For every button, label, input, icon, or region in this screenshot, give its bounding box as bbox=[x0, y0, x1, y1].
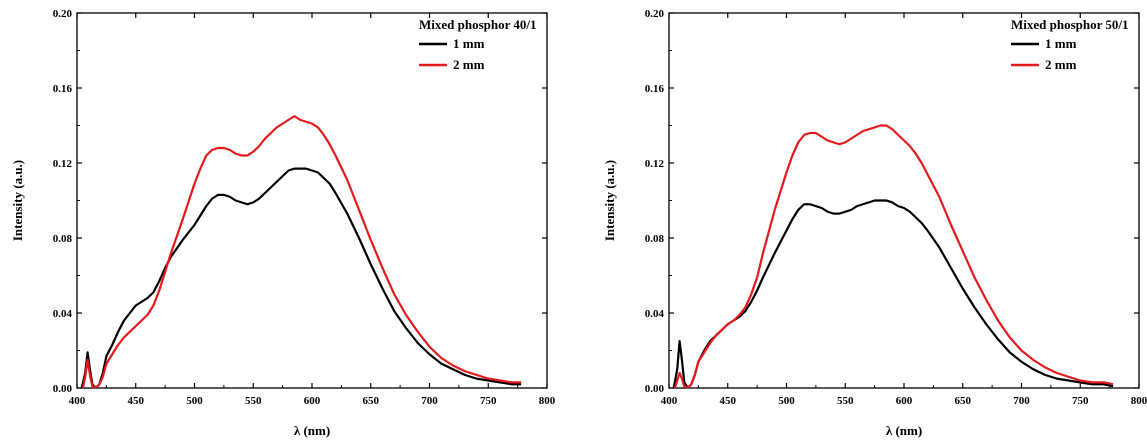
x-tick-label: 550 bbox=[245, 395, 262, 407]
x-tick-label: 800 bbox=[539, 395, 556, 407]
y-tick-label: 0.00 bbox=[53, 383, 73, 395]
y-tick-label: 0.04 bbox=[53, 308, 73, 320]
y-tick-label: 0.04 bbox=[645, 308, 665, 320]
series-line-2-mm bbox=[673, 124, 1114, 388]
x-tick-label: 750 bbox=[480, 395, 497, 407]
y-tick-label: 0.20 bbox=[53, 8, 73, 20]
x-tick-label: 400 bbox=[661, 395, 678, 407]
x-tick-label: 600 bbox=[896, 395, 913, 407]
x-tick-label: 450 bbox=[128, 395, 145, 407]
legend-label: 2 mm bbox=[1045, 57, 1077, 72]
y-tick-label: 0.12 bbox=[53, 158, 73, 170]
x-tick-label: 800 bbox=[1131, 395, 1147, 407]
y-tick-label: 0.08 bbox=[53, 233, 73, 245]
x-tick-label: 700 bbox=[421, 395, 438, 407]
chart-right: 400 450 500 550 600 650 700 750 800 0.00 0.04 0.08 0… bbox=[602, 8, 1147, 438]
y-tick-label: 0.20 bbox=[645, 8, 665, 20]
x-tick-label: 600 bbox=[304, 395, 321, 407]
y-tick-label: 0.16 bbox=[645, 83, 665, 95]
y-axis-title: Intensity (a.u.) bbox=[602, 160, 617, 241]
x-tick-label: 500 bbox=[186, 395, 203, 407]
x-tick-label: 400 bbox=[69, 395, 86, 407]
y-tick-label: 0.00 bbox=[645, 383, 665, 395]
series-line-1-mm bbox=[80, 167, 522, 388]
legend-label: 2 mm bbox=[453, 57, 485, 72]
x-axis-title: λ (nm) bbox=[886, 423, 922, 438]
x-tick-label: 500 bbox=[778, 395, 795, 407]
x-tick-label: 700 bbox=[1013, 395, 1030, 407]
x-tick-label: 550 bbox=[837, 395, 854, 407]
x-tick-label: 750 bbox=[1072, 395, 1089, 407]
series-line-2-mm bbox=[81, 115, 522, 388]
legend-label: 1 mm bbox=[453, 36, 485, 51]
y-tick-label: 0.12 bbox=[645, 158, 665, 170]
x-tick-label: 650 bbox=[363, 395, 380, 407]
y-tick-label: 0.16 bbox=[53, 83, 73, 95]
x-axis-title: λ (nm) bbox=[294, 423, 330, 438]
legend-label: 1 mm bbox=[1045, 36, 1077, 51]
y-axis-title: Intensity (a.u.) bbox=[10, 160, 25, 241]
legend-title: Mixed phosphor 50/1 bbox=[1011, 17, 1129, 32]
legend-title: Mixed phosphor 40/1 bbox=[419, 17, 537, 32]
y-tick-label: 0.08 bbox=[645, 233, 665, 245]
series-line-1-mm bbox=[672, 199, 1114, 388]
chart-left: 400 450 500 550 600 650 700 750 800 0.00 0.04 0.08 0… bbox=[10, 8, 556, 438]
x-tick-label: 650 bbox=[955, 395, 972, 407]
x-tick-label: 450 bbox=[720, 395, 737, 407]
